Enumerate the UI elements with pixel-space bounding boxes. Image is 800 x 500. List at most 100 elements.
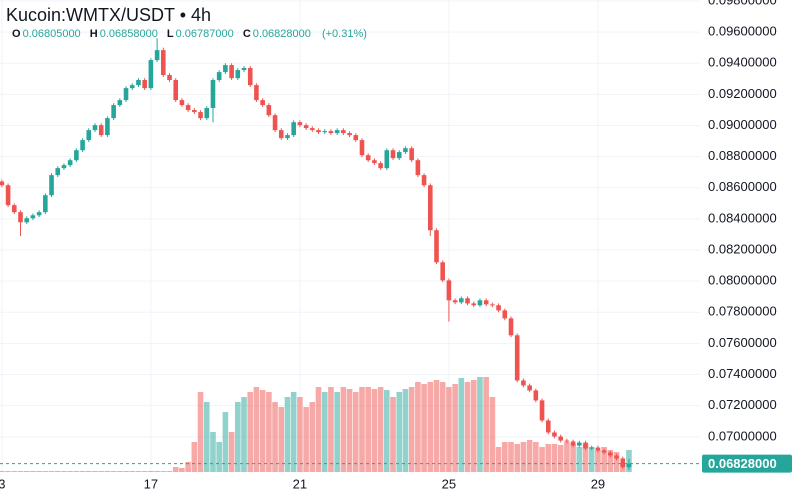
candle-body <box>74 150 79 161</box>
volume-bar <box>191 442 198 472</box>
volume-bar <box>259 390 266 472</box>
candle-body <box>229 65 234 79</box>
candle-body <box>148 60 154 89</box>
ohlc-key: C <box>242 28 251 40</box>
volume-bar <box>17 471 24 472</box>
candle-body <box>359 140 365 156</box>
candle-body <box>123 88 129 101</box>
volume-bar <box>315 387 322 472</box>
candle-body <box>620 458 626 468</box>
candle-body <box>36 212 42 216</box>
candle-body <box>608 452 613 456</box>
candle-body <box>142 80 147 89</box>
ohlc-row: O 0.06805000 H 0.06858000 L 0.06787000 C 0.0… <box>6 28 367 40</box>
candle-body <box>98 125 104 136</box>
volume-bar <box>42 471 49 472</box>
volume-bar <box>352 392 359 472</box>
y-tick-label: 0.07000000 <box>708 428 777 443</box>
volume-bar <box>11 471 18 472</box>
candle-body <box>558 436 563 441</box>
y-tick-label: 0.08200000 <box>708 241 777 256</box>
y-tick-label: 0.08800000 <box>708 148 777 163</box>
candle-body <box>303 125 309 129</box>
change-percent: (+0.31%) <box>321 28 367 40</box>
volume-bar <box>110 471 117 472</box>
volume-bar <box>396 392 403 472</box>
candle-body <box>30 215 36 219</box>
candle-body <box>471 303 477 306</box>
volume-bar <box>601 447 607 472</box>
candle-body <box>372 160 377 164</box>
volume-bar <box>508 442 514 472</box>
candle-body <box>247 68 253 86</box>
candle-body <box>55 168 61 176</box>
volume-bar <box>166 471 173 472</box>
volume-bar <box>340 387 347 472</box>
candle-body <box>192 110 197 113</box>
symbol-title: Kucoin:WMTX/USDT • 4h <box>6 5 212 25</box>
candle-body <box>105 118 110 136</box>
candle-body <box>117 100 123 106</box>
volume-bar <box>98 471 105 472</box>
candle-body <box>508 318 514 336</box>
volume-bar <box>73 471 80 472</box>
candle-body <box>173 80 179 101</box>
ohlc-key: H <box>89 28 98 40</box>
volume-bar <box>117 471 123 472</box>
candle-body <box>514 335 520 381</box>
volume-bar <box>371 389 378 472</box>
candle-body <box>49 175 54 196</box>
volume-bar <box>365 387 371 472</box>
volume-bar <box>533 442 539 472</box>
volume-bar <box>185 462 191 472</box>
volume-bar <box>67 471 73 472</box>
x-tick-label: 25 <box>442 476 456 491</box>
volume-bar <box>266 392 272 472</box>
volume-bar <box>303 407 309 472</box>
candle-body <box>409 148 414 161</box>
volume-bar <box>464 382 471 472</box>
candle-body <box>421 175 427 186</box>
candle-body <box>266 105 272 116</box>
candle-body <box>477 300 483 306</box>
volume-bar <box>148 471 154 472</box>
y-tick-label: 0.09600000 <box>708 24 777 39</box>
volume-bar <box>48 471 55 472</box>
x-tick-label: 21 <box>293 476 307 491</box>
candle-body <box>539 400 545 421</box>
volume-bar <box>328 387 334 472</box>
volume-bar <box>557 445 564 472</box>
ohlc-key: O <box>12 28 21 40</box>
volume-bar <box>501 442 508 472</box>
candle-body <box>111 105 116 119</box>
volume-bar <box>539 447 545 472</box>
volume-bar <box>234 402 241 472</box>
volume-bar <box>421 384 427 472</box>
volume-bar <box>253 387 260 472</box>
candle-body <box>570 441 576 446</box>
volume-bar <box>228 432 235 472</box>
candle-body <box>521 380 526 386</box>
volume-bar <box>433 380 440 472</box>
y-tick-label: 0.09800000 <box>708 0 777 7</box>
volume-bar <box>514 444 520 472</box>
volume-bar <box>613 452 620 472</box>
volume-bar <box>222 412 229 472</box>
candle-body <box>378 163 383 169</box>
candle-body <box>278 130 284 139</box>
volume-bar <box>390 397 396 472</box>
candle-body <box>446 280 452 301</box>
candle-body <box>223 65 228 73</box>
candle-body <box>86 130 92 141</box>
candle-body <box>235 70 241 79</box>
candle-body <box>160 50 166 76</box>
candle-body <box>502 310 508 319</box>
volume-bar <box>520 442 527 472</box>
volume-bar <box>61 471 67 472</box>
candle-body <box>285 135 290 139</box>
volume-bar <box>210 432 216 472</box>
volume-bar <box>0 471 5 472</box>
candle-body <box>626 463 632 468</box>
volume-bar <box>123 471 129 472</box>
